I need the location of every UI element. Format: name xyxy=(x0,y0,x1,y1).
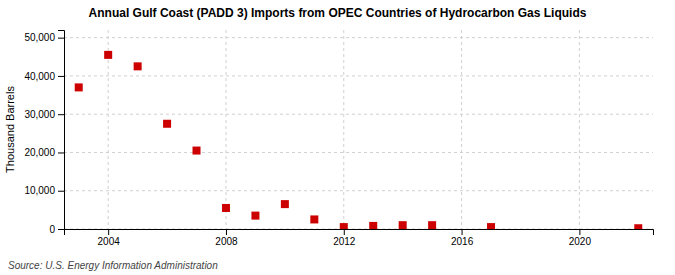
tick-mark xyxy=(108,229,109,235)
title: Annual Gulf Coast (PADD 3) Imports from … xyxy=(89,6,587,20)
point xyxy=(281,200,289,208)
grid-line-y xyxy=(64,75,653,76)
tick-mark xyxy=(58,76,64,77)
point xyxy=(251,212,259,220)
point xyxy=(134,62,142,70)
tick-mark xyxy=(58,38,64,39)
y-axis-label: Thousand Barrels xyxy=(4,86,16,173)
point xyxy=(75,83,83,91)
tick: 2020 xyxy=(569,229,592,247)
chart: 2004 2008 2012 2016 2020 0 10,000 20,000 30,000 4… xyxy=(0,0,675,275)
chart-container: 2004 2008 2012 2016 2020 0 10,000 20,000 30,000 4… xyxy=(0,0,675,275)
tick-label: 50,000 xyxy=(24,32,55,43)
tick: 50,000 xyxy=(24,32,64,43)
tick-label: 2008 xyxy=(215,236,238,247)
grid-line-x xyxy=(225,30,226,229)
x-axis: 2004 2008 2012 2016 2020 xyxy=(65,229,654,247)
tick: 10,000 xyxy=(24,185,64,196)
point xyxy=(487,223,495,229)
point xyxy=(369,222,377,229)
axis-domain xyxy=(58,31,65,230)
tick-label: 2020 xyxy=(569,236,592,247)
point xyxy=(634,224,642,229)
tick-mark xyxy=(58,152,64,153)
point xyxy=(310,215,318,223)
tick-mark xyxy=(58,114,64,115)
tick-label: 2016 xyxy=(451,236,474,247)
tick-mark xyxy=(344,229,345,235)
tick: 2008 xyxy=(215,229,238,247)
tick-mark xyxy=(58,191,64,192)
grid-line-x xyxy=(343,30,344,229)
tick-label: 2012 xyxy=(333,236,356,247)
grid-line-y xyxy=(64,114,653,115)
tick-label: 10,000 xyxy=(24,185,55,196)
tick-mark xyxy=(462,229,463,235)
tick: 0 xyxy=(49,224,64,235)
tick: 2012 xyxy=(333,229,356,247)
tick-mark xyxy=(226,229,227,235)
grid-line-y xyxy=(64,37,653,38)
tick: 30,000 xyxy=(24,109,64,120)
axis-domain xyxy=(65,230,654,236)
point xyxy=(399,221,407,229)
tick-mark xyxy=(58,229,64,230)
tick: 40,000 xyxy=(24,71,64,82)
grid-line-x xyxy=(579,30,580,229)
point xyxy=(163,120,171,128)
point xyxy=(428,221,436,229)
tick: 2004 xyxy=(98,229,121,247)
point xyxy=(104,51,112,59)
tick-label: 0 xyxy=(49,224,55,235)
tick: 20,000 xyxy=(24,147,64,158)
point xyxy=(222,204,230,212)
grid-line-x xyxy=(108,30,109,229)
tick-label: 40,000 xyxy=(24,71,55,82)
tick: 2016 xyxy=(451,229,474,247)
tick-label: 30,000 xyxy=(24,109,55,120)
points xyxy=(75,51,643,229)
grid-line-y xyxy=(64,152,653,153)
grid-line-x xyxy=(461,30,462,229)
point xyxy=(193,147,201,155)
grid xyxy=(64,30,653,229)
y-axis: 0 10,000 20,000 30,000 40,000 50,000 xyxy=(24,31,64,235)
tick-label: 2004 xyxy=(98,236,121,247)
tick-mark xyxy=(579,229,580,235)
point xyxy=(340,223,348,229)
tick-label: 20,000 xyxy=(24,147,55,158)
annotation: Source: U.S. Energy Information Administ… xyxy=(8,260,218,271)
grid-line-y xyxy=(64,190,653,191)
